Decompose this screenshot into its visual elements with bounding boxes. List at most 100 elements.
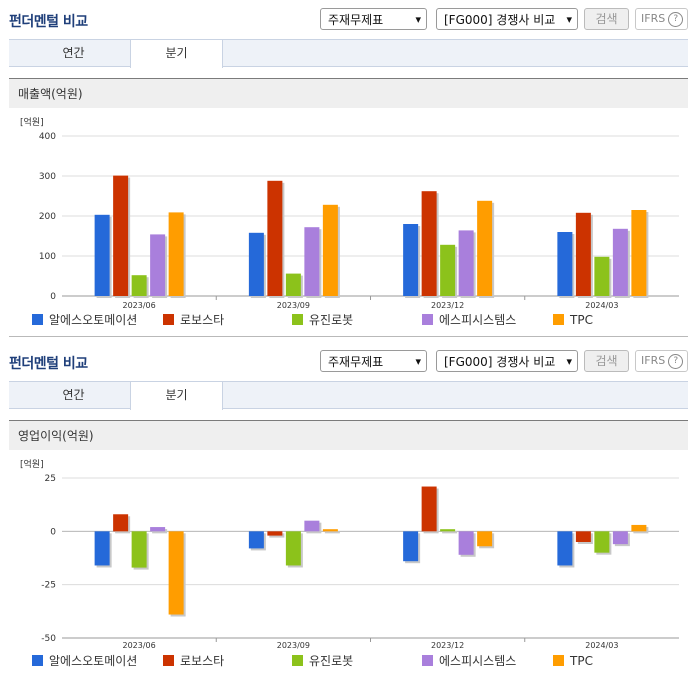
panel-title: 펀더멘털 비교 (9, 356, 88, 372)
bar (557, 531, 573, 566)
legend-label: TPC (570, 313, 593, 327)
bar (421, 191, 437, 296)
panel-title: 펀더멘털 비교 (9, 14, 88, 30)
legend-item[interactable]: 유진로봇 (292, 313, 353, 327)
bar (631, 210, 647, 296)
bar (285, 273, 301, 296)
legend-label: 로보스타 (180, 313, 225, 327)
bar (285, 531, 301, 566)
help-icon: ? (668, 353, 684, 369)
legend-swatch (422, 314, 433, 325)
y-tick-label: -50 (41, 634, 56, 644)
tab-annual[interactable]: 연간 (62, 388, 85, 402)
y-tick-label: 300 (39, 172, 56, 182)
tab-quarterly[interactable]: 분기 (130, 39, 223, 68)
y-tick-label: 0 (50, 527, 56, 537)
search-button[interactable]: 검색 (584, 8, 629, 30)
bar (113, 175, 129, 296)
bar (150, 527, 166, 532)
legend-item[interactable]: 로보스타 (163, 654, 224, 668)
category-label: 2023/12 (431, 301, 464, 310)
legend-item[interactable]: 알에스오토메이션 (32, 313, 137, 327)
legend-swatch (32, 314, 43, 325)
bar (94, 531, 110, 566)
legend-swatch (422, 655, 433, 666)
bar (113, 514, 129, 532)
legend-label: 알에스오토메이션 (49, 313, 138, 327)
bar (304, 227, 320, 296)
legend-label: 에스피시스템스 (439, 654, 517, 668)
bar (575, 212, 591, 296)
tab-quarterly[interactable]: 분기 (130, 381, 223, 410)
compare-select-value: [FG000] 경쟁사 비교 (444, 13, 556, 27)
bar (248, 232, 264, 296)
bar (168, 531, 184, 615)
ifrs-help-button[interactable]: IFRS? (635, 8, 688, 30)
help-icon: ? (668, 11, 684, 27)
y-tick-label: 25 (45, 474, 56, 484)
bar-shadow (324, 531, 340, 534)
unit-label: [억원] (20, 458, 44, 470)
legend-label: 알에스오토메이션 (49, 654, 138, 668)
bar (403, 224, 419, 296)
bar (575, 531, 591, 542)
bar (421, 486, 437, 532)
bar (322, 529, 338, 532)
period-tabs: 연간 분기 (9, 39, 688, 68)
category-label: 2023/06 (123, 301, 156, 310)
legend-swatch (32, 655, 43, 666)
ifrs-label: IFRS (641, 12, 666, 25)
bar (150, 234, 166, 296)
ifrs-help-button[interactable]: IFRS? (635, 350, 688, 372)
legend-item[interactable]: 에스피시스템스 (422, 313, 516, 327)
unit-label: [억원] (20, 116, 44, 128)
bar (94, 214, 110, 296)
legend-swatch (163, 655, 174, 666)
tab-annual[interactable]: 연간 (62, 46, 85, 60)
bar (612, 531, 628, 545)
legend-swatch (292, 314, 303, 325)
y-tick-label: 200 (39, 212, 56, 222)
bar (440, 529, 456, 532)
bar (631, 524, 647, 532)
statement-select-value: 주재무제표 (328, 355, 384, 369)
category-label: 2024/03 (585, 301, 618, 310)
chart-legend: 알에스오토메이션 로보스타 유진로봇 에스피시스템스 TPC (0, 313, 696, 329)
legend-label: 로보스타 (180, 654, 225, 668)
statement-select[interactable]: 주재무제표 ▾ (320, 350, 427, 372)
compare-select[interactable]: [FG000] 경쟁사 비교 ▾ (436, 350, 578, 372)
category-label: 2023/09 (277, 641, 310, 650)
divider (9, 336, 688, 337)
statement-select[interactable]: 주재무제표 ▾ (320, 8, 427, 30)
legend-swatch (553, 314, 564, 325)
compare-select[interactable]: [FG000] 경쟁사 비교 ▾ (436, 8, 578, 30)
legend-item[interactable]: 로보스타 (163, 313, 224, 327)
bar (557, 232, 573, 296)
chevron-down-icon: ▾ (415, 355, 421, 368)
legend-item[interactable]: TPC (553, 654, 593, 668)
period-tabs: 연간 분기 (9, 381, 688, 410)
fundamental-panel-revenue: 펀더멘털 비교 주재무제표 ▾ [FG000] 경쟁사 비교 ▾ 검색 IFRS… (0, 8, 696, 337)
legend-item[interactable]: 유진로봇 (292, 654, 353, 668)
bar (131, 275, 147, 296)
legend-label: 유진로봇 (309, 654, 354, 668)
revenue-chart: [억원] 0 100 200 300 400 2023/06 2023/09 2023/12 20… (20, 116, 679, 310)
bar (440, 244, 456, 296)
legend-item[interactable]: TPC (553, 313, 593, 327)
operating-profit-chart: [억원]25 0 -25 -50 2023/06 2023/09 2023/12 2024/0… (20, 458, 679, 650)
legend-label: 유진로봇 (309, 313, 354, 327)
legend-label: TPC (570, 654, 593, 668)
fundamental-panel-operating-profit: 펀더멘털 비교 주재무제표 ▾ [FG000] 경쟁사 비교 ▾ 검색 IFRS… (0, 342, 696, 684)
category-label: 2023/06 (123, 641, 156, 650)
bar (594, 531, 610, 553)
bar (477, 200, 493, 296)
search-button[interactable]: 검색 (584, 350, 629, 372)
ifrs-label: IFRS (641, 354, 666, 367)
bar (477, 531, 493, 547)
legend-item[interactable]: 에스피시스템스 (422, 654, 516, 668)
statement-select-value: 주재무제표 (328, 13, 384, 27)
legend-item[interactable]: 알에스오토메이션 (32, 654, 137, 668)
bar (168, 212, 184, 296)
bar (267, 180, 283, 296)
legend-label: 에스피시스템스 (439, 313, 517, 327)
